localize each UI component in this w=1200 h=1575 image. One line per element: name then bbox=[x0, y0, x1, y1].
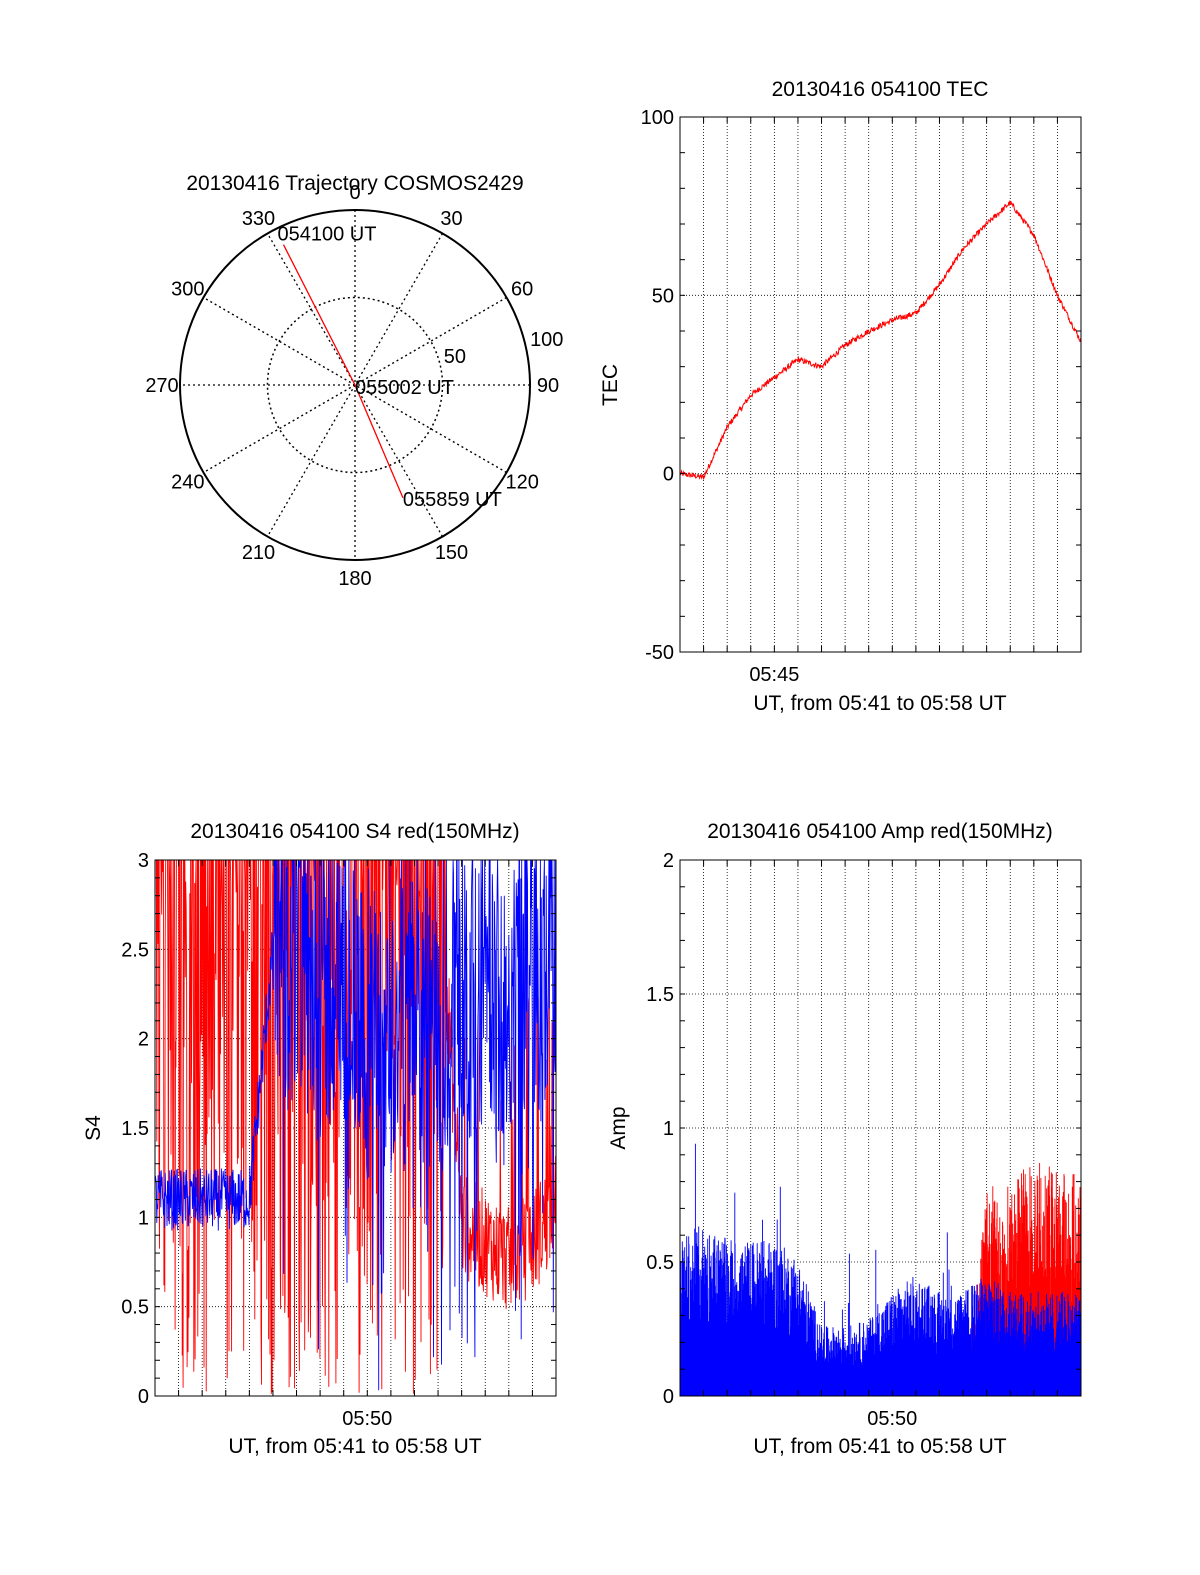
amp-plot: 20130416 054100 Amp red(150MHz) 0 0.5 1 1.5… bbox=[607, 820, 1082, 1458]
polar-angle-label: 180 bbox=[338, 568, 371, 590]
amp-ylabel: Amp bbox=[607, 1106, 630, 1149]
y-tick-label: -50 bbox=[645, 642, 674, 664]
amp-title: 20130416 054100 Amp red(150MHz) bbox=[707, 820, 1053, 843]
s4-ylabel: S4 bbox=[82, 1115, 105, 1141]
tec-ylabel: TEC bbox=[599, 364, 622, 406]
polar-angle-label: 210 bbox=[242, 542, 275, 564]
polar-angle-label: 240 bbox=[171, 472, 204, 494]
polar-angle-label: 150 bbox=[435, 542, 468, 564]
x-tick-label: 05:50 bbox=[867, 1408, 917, 1430]
tec-title: 20130416 054100 TEC bbox=[772, 78, 989, 101]
trajectory-time-label: 054100 UT bbox=[277, 224, 376, 246]
trajectory-line bbox=[282, 244, 404, 499]
tec-xlabel: UT, from 05:41 to 05:58 UT bbox=[753, 692, 1006, 715]
y-tick-label: 1.5 bbox=[646, 984, 674, 1006]
y-tick-label: 2.5 bbox=[121, 939, 149, 961]
trajectory-time-label: 055859 UT bbox=[403, 489, 502, 511]
y-tick-label: 100 bbox=[641, 107, 674, 129]
y-tick-label: 1.5 bbox=[121, 1118, 149, 1140]
tec-plot: 20130416 054100 TEC -50 0 50 100 05:45 TEC U… bbox=[599, 78, 1082, 715]
tec-plot-frame bbox=[679, 116, 1082, 653]
polar-angle-label: 60 bbox=[511, 279, 533, 301]
trajectory-time-label: 055002 UT bbox=[355, 377, 454, 399]
polar-angle-label: 0 bbox=[349, 182, 360, 204]
polar-title: 20130416 Trajectory COSMOS2429 bbox=[186, 172, 523, 195]
amp-xlabel: UT, from 05:41 to 05:58 UT bbox=[753, 1435, 1006, 1458]
x-tick-label: 05:45 bbox=[749, 664, 799, 686]
y-tick-label: 0.5 bbox=[646, 1252, 674, 1274]
trajectory-polar-plot: 20130416 Trajectory COSMOS2429 0 30 60 90 12… bbox=[145, 172, 563, 590]
s4-plot: 20130416 054100 S4 red(150MHz) 0 0.5 1 1.5 2… bbox=[82, 820, 557, 1458]
x-tick-label: 05:50 bbox=[342, 1408, 392, 1430]
y-tick-label: 0 bbox=[663, 1386, 674, 1408]
polar-radial-label: 50 bbox=[444, 346, 466, 368]
polar-inner-ring bbox=[266, 296, 444, 474]
polar-angle-label: 120 bbox=[505, 472, 538, 494]
y-tick-label: 50 bbox=[652, 285, 674, 307]
y-tick-label: 0 bbox=[663, 464, 674, 486]
y-tick-label: 1 bbox=[663, 1118, 674, 1140]
polar-angle-label: 330 bbox=[242, 208, 275, 230]
polar-radial-label: 100 bbox=[530, 329, 563, 351]
polar-angle-label: 30 bbox=[440, 208, 462, 230]
polar-angle-label: 270 bbox=[145, 375, 178, 397]
tec-series-line bbox=[679, 200, 1082, 480]
polar-angle-label: 90 bbox=[537, 375, 559, 397]
y-tick-label: 2 bbox=[663, 850, 674, 872]
s4-xlabel: UT, from 05:41 to 05:58 UT bbox=[228, 1435, 481, 1458]
y-tick-label: 3 bbox=[138, 850, 149, 872]
y-tick-label: 1 bbox=[138, 1207, 149, 1229]
polar-angle-label: 300 bbox=[171, 279, 204, 301]
s4-title: 20130416 054100 S4 red(150MHz) bbox=[190, 820, 519, 843]
y-tick-label: 0.5 bbox=[121, 1297, 149, 1319]
y-tick-label: 0 bbox=[138, 1386, 149, 1408]
y-tick-label: 2 bbox=[138, 1029, 149, 1051]
